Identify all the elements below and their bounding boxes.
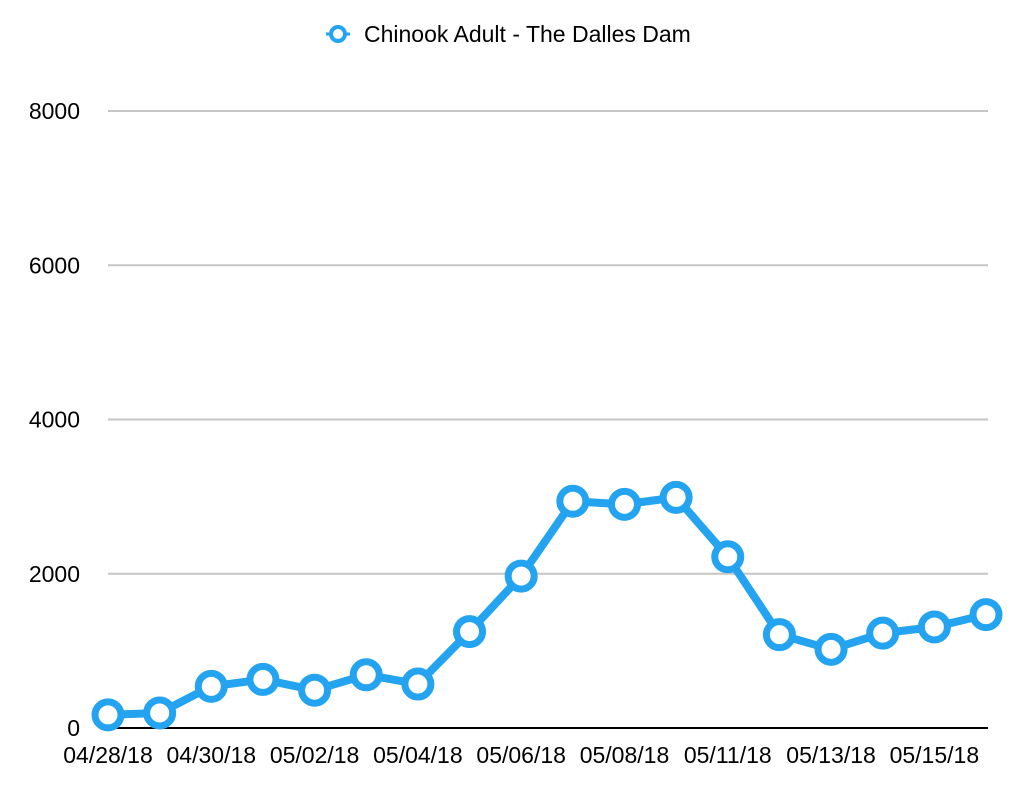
data-point xyxy=(194,669,228,703)
data-point xyxy=(762,618,796,652)
data-point xyxy=(246,662,280,696)
data-point xyxy=(556,484,590,518)
x-axis: 04/28/18 04/30/18 05/02/18 05/04/18 05/06/18… xyxy=(63,727,988,768)
data-point xyxy=(453,615,487,649)
data-point xyxy=(659,480,693,514)
y-axis: 0 2000 4000 6000 8000 xyxy=(29,98,80,741)
x-tick-label: 05/13/18 xyxy=(786,742,876,768)
x-tick-label: 05/15/18 xyxy=(890,742,980,768)
data-point xyxy=(504,559,538,593)
data-point xyxy=(298,673,332,707)
y-tick-label: 6000 xyxy=(29,252,80,278)
x-tick-label: 05/08/18 xyxy=(580,742,670,768)
series-chinook-adult xyxy=(91,480,1003,732)
legend-marker xyxy=(329,25,347,43)
x-tick-label: 05/11/18 xyxy=(684,742,772,768)
data-point xyxy=(401,667,435,701)
y-tick-label: 0 xyxy=(67,715,80,741)
y-tick-label: 4000 xyxy=(29,407,80,433)
data-point xyxy=(143,696,177,730)
data-point xyxy=(866,616,900,650)
y-tick-label: 8000 xyxy=(29,98,80,124)
data-point xyxy=(711,540,745,574)
x-tick-label: 05/02/18 xyxy=(270,742,360,768)
x-tick-label: 05/04/18 xyxy=(373,742,463,768)
data-point xyxy=(814,632,848,666)
x-tick-label: 05/06/18 xyxy=(476,742,566,768)
data-point xyxy=(917,610,951,644)
data-point xyxy=(349,658,383,692)
legend-label: Chinook Adult - The Dalles Dam xyxy=(364,21,691,47)
gridlines xyxy=(108,110,988,575)
data-point xyxy=(91,698,125,732)
series-line xyxy=(104,493,990,719)
data-point xyxy=(607,487,641,521)
data-point xyxy=(969,598,1003,632)
x-tick-label: 04/30/18 xyxy=(167,742,257,768)
x-tick-label: 04/28/18 xyxy=(63,742,153,768)
legend: Chinook Adult - The Dalles Dam xyxy=(326,21,691,47)
y-tick-label: 2000 xyxy=(29,561,80,587)
